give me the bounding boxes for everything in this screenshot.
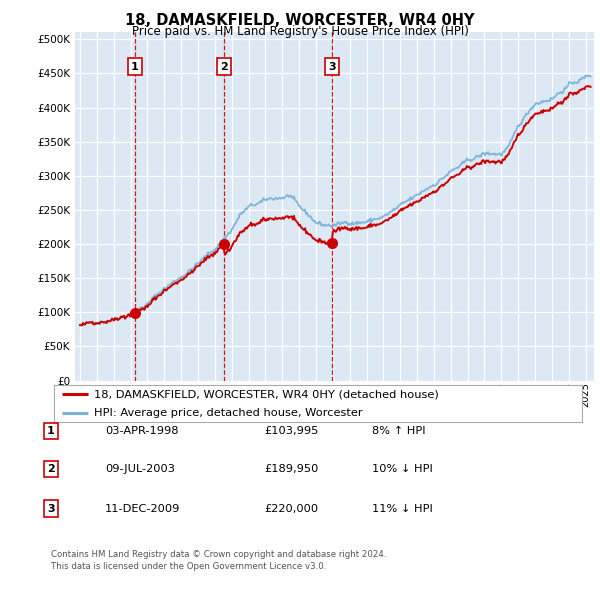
- Text: 8% ↑ HPI: 8% ↑ HPI: [372, 426, 425, 435]
- Text: 11-DEC-2009: 11-DEC-2009: [105, 504, 181, 513]
- Text: 09-JUL-2003: 09-JUL-2003: [105, 464, 175, 474]
- Text: HPI: Average price, detached house, Worcester: HPI: Average price, detached house, Worc…: [94, 408, 362, 418]
- Text: £103,995: £103,995: [264, 426, 319, 435]
- Text: Price paid vs. HM Land Registry's House Price Index (HPI): Price paid vs. HM Land Registry's House …: [131, 25, 469, 38]
- Text: 2: 2: [47, 464, 55, 474]
- Text: 3: 3: [47, 504, 55, 513]
- Text: Contains HM Land Registry data © Crown copyright and database right 2024.
This d: Contains HM Land Registry data © Crown c…: [51, 550, 386, 571]
- Text: 10% ↓ HPI: 10% ↓ HPI: [372, 464, 433, 474]
- Text: 1: 1: [131, 61, 139, 71]
- Text: 18, DAMASKFIELD, WORCESTER, WR4 0HY (detached house): 18, DAMASKFIELD, WORCESTER, WR4 0HY (det…: [94, 389, 439, 399]
- Text: 11% ↓ HPI: 11% ↓ HPI: [372, 504, 433, 513]
- Text: 1: 1: [47, 426, 55, 435]
- Text: 3: 3: [328, 61, 335, 71]
- Text: 03-APR-1998: 03-APR-1998: [105, 426, 179, 435]
- Text: 2: 2: [220, 61, 227, 71]
- Text: £220,000: £220,000: [264, 504, 318, 513]
- Text: £189,950: £189,950: [264, 464, 319, 474]
- Text: 18, DAMASKFIELD, WORCESTER, WR4 0HY: 18, DAMASKFIELD, WORCESTER, WR4 0HY: [125, 13, 475, 28]
